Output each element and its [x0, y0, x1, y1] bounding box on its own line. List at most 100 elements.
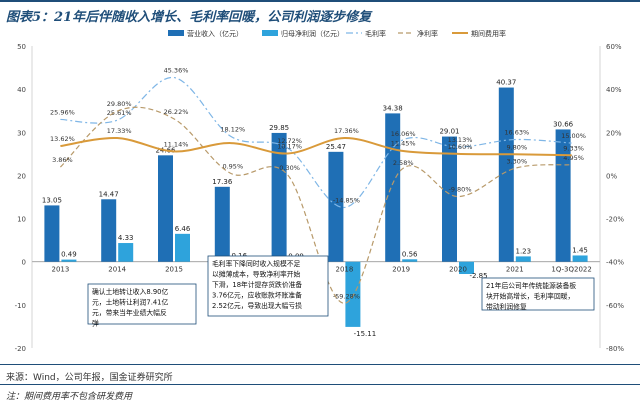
line-label: 16.63%	[504, 129, 529, 137]
right-tick-label: -80%	[606, 345, 624, 353]
right-tick-label: -60%	[606, 302, 624, 310]
line-0	[60, 76, 572, 209]
bar-revenue	[555, 129, 571, 262]
right-tick-label: 40%	[606, 86, 622, 94]
category-label: 2019	[392, 266, 410, 274]
left-tick-label: 10	[17, 216, 26, 224]
bar-label-revenue: 13.05	[42, 196, 62, 204]
legend-label: 营业收入（亿元）	[187, 29, 243, 38]
left-tick-label: 50	[17, 43, 26, 51]
line-label: 29.80%	[107, 100, 132, 108]
left-tick-label: 20	[17, 172, 26, 180]
bar-revenue	[214, 186, 230, 262]
category-label: 2013	[51, 266, 69, 274]
annotation-text: 确认土地转让收入8.90亿元，土地转让利润7.41亿元，带来当年业绩大幅反弹	[92, 287, 169, 328]
bar-label-revenue: 29.85	[269, 124, 289, 132]
bar-revenue	[44, 205, 60, 262]
line-label: 15.00%	[561, 132, 586, 140]
legend-swatch	[262, 30, 278, 36]
bar-label-profit: 0.49	[61, 251, 77, 259]
title-bar: 图表5：21年后伴随收入增长、毛利率回暖，公司利润逐步修复	[0, 0, 640, 25]
bar-label-profit: 1.45	[572, 246, 588, 254]
bar-profit	[515, 256, 531, 262]
bar-revenue	[328, 151, 344, 262]
legend-label: 净利率	[417, 29, 438, 38]
bar-label-profit: 4.33	[118, 234, 134, 242]
bar-label-profit: 0.56	[402, 250, 418, 258]
legend-swatch	[168, 30, 184, 36]
annotation-text: 21年后公司年传统能源装备板块开始高增长，毛利率回暖，带动利润修复	[486, 281, 576, 311]
line-label: 2.58%	[393, 159, 414, 167]
bar-profit	[61, 259, 77, 262]
annotation-box	[207, 255, 329, 317]
annotation-text: 毛利率下降同时收入规模不足以摊薄成本，导致净利率开始下滑，18年计提存货跌价准备…	[212, 259, 302, 310]
line-label: 0.95%	[222, 162, 243, 170]
annotation-box	[87, 283, 197, 325]
line-label: 0.30%	[279, 164, 300, 172]
line-label: 18.12%	[220, 125, 245, 133]
line-label: 10.60%	[448, 143, 473, 151]
legend-label: 期间费用率	[471, 29, 506, 38]
annotation-box	[481, 277, 595, 311]
bar-label-revenue: 34.38	[383, 104, 403, 112]
legend-label: 归母净利润（亿元）	[281, 29, 344, 38]
left-axis-ticks: -20 -10 0 10 20 30 40 50	[15, 43, 26, 353]
bar-revenue	[271, 132, 287, 262]
bar-label-profit: -15.11	[354, 330, 377, 338]
legend-label: 毛利率	[365, 29, 386, 38]
chart-title: 图表5：21年后伴随收入增长、毛利率回暖，公司利润逐步修复	[6, 10, 372, 25]
line-2	[60, 136, 572, 157]
line-label: 26.22%	[164, 108, 189, 116]
category-label: 1Q-3Q2022	[551, 266, 591, 274]
bar-label-profit: 6.46	[175, 225, 191, 233]
line-label: -9.80%	[449, 186, 472, 194]
footnote: 注：期间费用率不包含研发费用	[6, 392, 133, 402]
bar-label-profit: 1.23	[516, 247, 532, 255]
line-label: 11.45%	[391, 140, 416, 148]
bar-profit	[402, 259, 418, 262]
bar-revenue	[442, 136, 457, 262]
line-label: 25.61%	[107, 109, 132, 117]
line-label: 16.06%	[391, 130, 416, 138]
category-label: 2020	[449, 266, 467, 274]
right-axis-ticks: -80% -60% -40% -20% 0% 20% 40% 60%	[606, 43, 624, 353]
line-label: 25.96%	[50, 108, 75, 116]
line-label: 13.13%	[448, 136, 473, 144]
right-tick-label: -40%	[606, 259, 624, 267]
line-label: 45.36%	[164, 67, 189, 75]
bar-label-revenue: 25.47	[326, 143, 346, 151]
left-tick-label: 30	[17, 129, 26, 137]
bar-label-revenue: 29.01	[439, 128, 459, 136]
bar-revenue	[101, 199, 117, 262]
right-tick-label: -20%	[606, 216, 624, 224]
chart-svg: -20 -10 0 10 20 30 40 50 -80% -60% -40% -20% 0% 20% 4…	[15, 29, 625, 353]
line-label: 3.86%	[52, 156, 73, 164]
line-label: 11.14%	[164, 140, 189, 148]
category-label: 2015	[165, 266, 183, 274]
bar-profit	[459, 261, 474, 275]
line-label: -59.28%	[333, 292, 360, 300]
line-label: 17.33%	[107, 127, 132, 135]
legend: 营业收入（亿元） 归母净利润（亿元） 毛利率 净利率 期间费用率	[168, 29, 506, 38]
line-label: 4.95%	[563, 154, 584, 162]
right-tick-label: 0%	[606, 172, 617, 180]
right-tick-label: 60%	[606, 43, 622, 51]
bar-profit	[572, 255, 588, 262]
bar-label-revenue: 30.66	[553, 120, 574, 128]
bar-revenue	[498, 87, 514, 262]
left-tick-label: -10	[15, 302, 26, 310]
line-label: 3.30%	[506, 157, 527, 165]
line-label: -14.85%	[333, 196, 360, 204]
line-label: 12.72%	[277, 137, 302, 145]
bar-revenue	[158, 155, 173, 262]
bar-label-revenue: 40.37	[496, 79, 516, 87]
line-label: 10.17%	[277, 142, 302, 150]
line-label: 9.33%	[563, 144, 584, 152]
left-tick-label: 40	[17, 86, 26, 94]
annotations: 确认土地转让收入8.90亿元，土地转让利润7.41亿元，带来当年业绩大幅反弹 毛利…	[87, 255, 595, 328]
bar-profit	[118, 243, 134, 262]
category-label: 2021	[506, 266, 524, 274]
source-note: 来源：Wind，公司年报，国金证券研究所	[6, 373, 173, 383]
bar-profit	[175, 233, 190, 262]
bar-label-profit: -2.85	[469, 272, 487, 280]
